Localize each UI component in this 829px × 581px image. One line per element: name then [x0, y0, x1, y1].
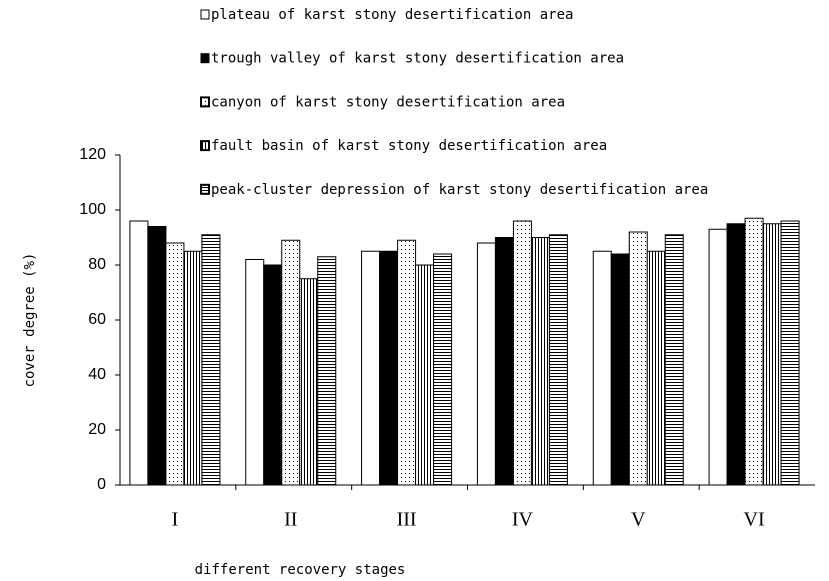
bar — [165, 242, 185, 486]
legend-swatch — [200, 9, 210, 20]
bar — [147, 226, 167, 486]
bar — [494, 237, 514, 486]
legend-swatch — [200, 96, 210, 108]
bar — [708, 228, 728, 486]
bar — [245, 259, 265, 486]
bar — [415, 264, 435, 486]
bar — [530, 237, 550, 486]
bar — [379, 250, 399, 486]
legend-label: peak-cluster depression of karst stony d… — [211, 182, 708, 198]
bar — [433, 253, 453, 486]
bar — [610, 253, 630, 486]
legend-label: trough valley of karst stony desertifica… — [211, 51, 624, 67]
bar — [129, 220, 149, 486]
bar — [512, 220, 532, 486]
legend-label: canyon of karst stony desertification ar… — [211, 94, 565, 110]
bar — [299, 278, 319, 486]
x-tick-label: III — [397, 509, 417, 531]
bar — [263, 264, 283, 486]
bar — [628, 231, 648, 486]
legend-label: fault basin of karst stony desertificati… — [211, 138, 607, 154]
bar — [397, 239, 417, 486]
bar — [183, 250, 203, 486]
x-axis-title: different recovery stages — [195, 562, 406, 578]
y-tick-label: 80 — [88, 256, 106, 273]
x-tick-label: VI — [744, 509, 765, 531]
bar — [201, 234, 221, 486]
legend-swatch — [200, 183, 210, 195]
y-tick-label: 100 — [79, 201, 106, 218]
x-tick-label: V — [631, 509, 646, 531]
legend-swatch — [200, 140, 210, 152]
bar — [744, 217, 764, 486]
y-tick-label: 40 — [88, 366, 106, 383]
y-tick-label: 0 — [97, 476, 106, 493]
y-tick-label: 60 — [88, 311, 106, 328]
y-axis-title: cover degree (%) — [22, 253, 38, 388]
bar — [780, 220, 800, 486]
bar — [762, 223, 782, 486]
x-tick-label: I — [172, 509, 179, 531]
x-tick-label: II — [284, 509, 297, 531]
bar — [592, 250, 612, 486]
legend-label: plateau of karst stony desertification a… — [211, 7, 573, 23]
y-tick-label: 20 — [88, 421, 106, 438]
bar — [317, 256, 337, 486]
y-tick-label: 120 — [79, 146, 106, 163]
bar — [361, 250, 381, 486]
legend-swatch — [200, 53, 210, 64]
bar — [646, 250, 666, 486]
x-tick-label: IV — [512, 509, 534, 531]
bar — [281, 239, 301, 486]
bar — [726, 223, 746, 486]
bar — [664, 234, 684, 486]
bar — [548, 234, 568, 486]
bar — [476, 242, 496, 486]
